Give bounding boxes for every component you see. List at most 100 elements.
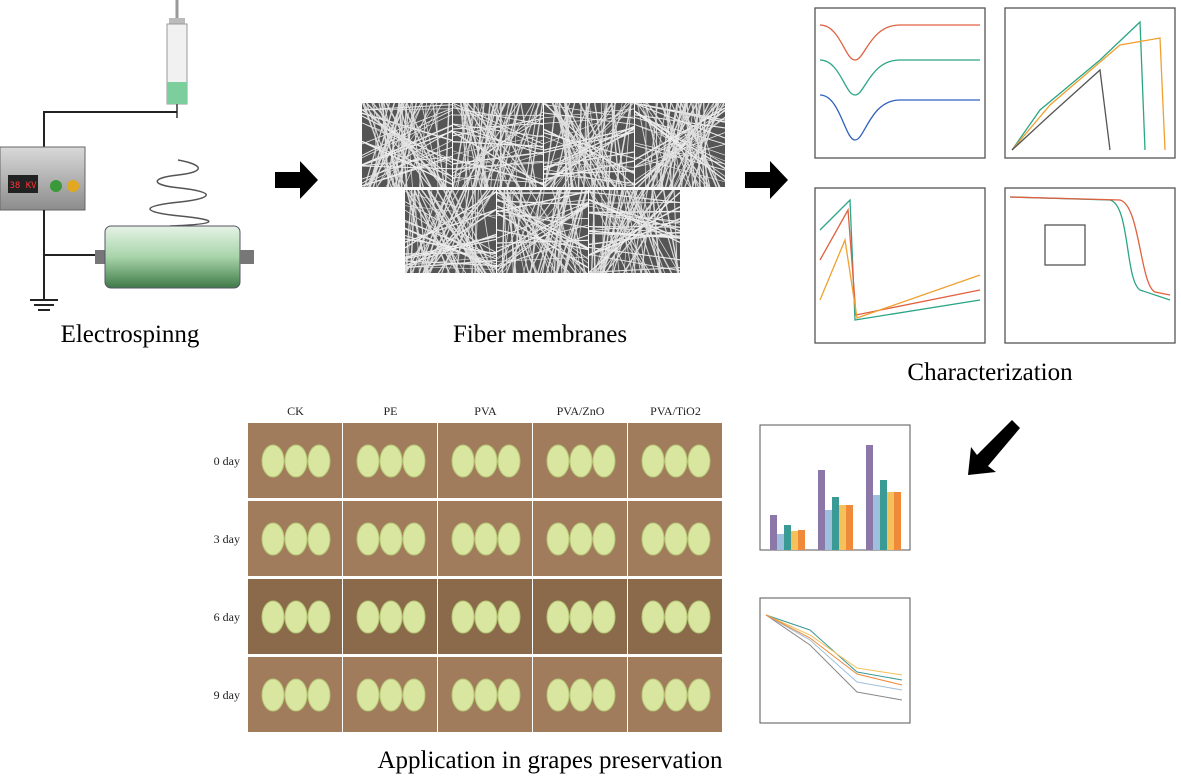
- fiber: [446, 189, 495, 274]
- fiber: [506, 189, 517, 274]
- grape: [451, 444, 475, 478]
- row-label: 3 day: [214, 532, 240, 546]
- grape: [379, 444, 403, 478]
- fiber: [422, 189, 489, 274]
- fiber: [404, 266, 497, 270]
- fiber: [405, 189, 450, 274]
- fiber: [436, 189, 486, 274]
- fiber: [466, 102, 537, 188]
- fiber: [480, 189, 494, 274]
- fiber: [636, 102, 707, 188]
- fiber: [371, 102, 406, 188]
- sem-image: [452, 102, 544, 188]
- grape: [307, 600, 331, 634]
- fiber: [501, 189, 515, 274]
- fiber: [634, 124, 726, 162]
- row-label: 9 day: [214, 688, 240, 702]
- grape: [261, 444, 285, 478]
- fiber: [588, 199, 681, 240]
- fiber: [452, 162, 544, 170]
- application-charts: [759, 424, 911, 724]
- fiber: [529, 189, 585, 274]
- fiber: [596, 189, 649, 274]
- fiber: [404, 260, 497, 267]
- grape: [261, 522, 285, 556]
- grape: [356, 522, 380, 556]
- row-label: 6 day: [214, 610, 240, 624]
- fiber: [660, 102, 687, 188]
- sem-image: [634, 102, 726, 188]
- fiber: [361, 108, 453, 111]
- grape: [592, 600, 616, 634]
- fiber: [457, 102, 476, 188]
- grape: [261, 600, 285, 634]
- fiber: [421, 189, 484, 274]
- grape: [474, 600, 498, 634]
- fiber: [480, 102, 509, 188]
- grape-grid: CK PE PVA PVA/ZnO PVA/TiO2 0 day 3 day 6 day 9 d…: [214, 404, 722, 732]
- fiber: [410, 189, 416, 274]
- fiber: [652, 102, 667, 188]
- fiber: [404, 228, 497, 270]
- section-label: Application in grapes preservation: [377, 747, 723, 774]
- fiber: [373, 102, 378, 188]
- fiber: [432, 102, 445, 188]
- grape: [402, 444, 426, 478]
- fiber: [634, 144, 726, 168]
- row-label: 0 day: [214, 454, 240, 468]
- sem-image: [361, 102, 453, 188]
- fiber: [376, 102, 424, 188]
- fiber: [496, 224, 589, 249]
- fiber: [452, 189, 494, 274]
- fiber: [691, 102, 720, 188]
- grape: [546, 522, 570, 556]
- grape: [569, 600, 593, 634]
- sem-image: [588, 189, 681, 274]
- fiber: [551, 102, 603, 188]
- fiber: [498, 189, 587, 274]
- grape: [356, 444, 380, 478]
- fiber: [412, 189, 439, 274]
- grape: [497, 444, 521, 478]
- fiber: [524, 102, 539, 188]
- grape: [307, 444, 331, 478]
- fiber: [588, 254, 681, 272]
- fiber: [443, 189, 493, 274]
- fiber: [616, 189, 633, 274]
- sem-images: [361, 102, 726, 274]
- fiber: [361, 165, 453, 170]
- fiber: [404, 209, 497, 243]
- grape: [546, 444, 570, 478]
- grape: [307, 522, 331, 556]
- fiber: [634, 189, 665, 274]
- fiber: [426, 189, 491, 274]
- fiber: [507, 189, 538, 274]
- fiber: [588, 199, 681, 243]
- fiber: [501, 189, 506, 274]
- fiber: [496, 215, 589, 219]
- sem-image: [404, 189, 497, 274]
- fiber: [673, 102, 715, 188]
- fiber: [496, 204, 589, 260]
- fiber: [452, 160, 544, 169]
- sem-image: [543, 102, 635, 188]
- fiber: [517, 189, 581, 274]
- characterization-panels: [814, 7, 1176, 344]
- fiber: [588, 212, 681, 222]
- fiber: [368, 102, 403, 188]
- fiber: [405, 189, 452, 274]
- fiber: [404, 256, 497, 266]
- fiber: [452, 124, 544, 156]
- fiber: [460, 102, 469, 188]
- fiber: [567, 189, 582, 274]
- fiber: [673, 189, 678, 274]
- column-label: PVA/TiO2: [650, 404, 701, 418]
- fiber: [441, 189, 475, 274]
- fiber: [452, 107, 544, 126]
- sem-image: [496, 189, 589, 274]
- fiber: [411, 102, 422, 188]
- fiber: [600, 102, 604, 188]
- fiber: [634, 104, 726, 167]
- fiber: [452, 140, 544, 148]
